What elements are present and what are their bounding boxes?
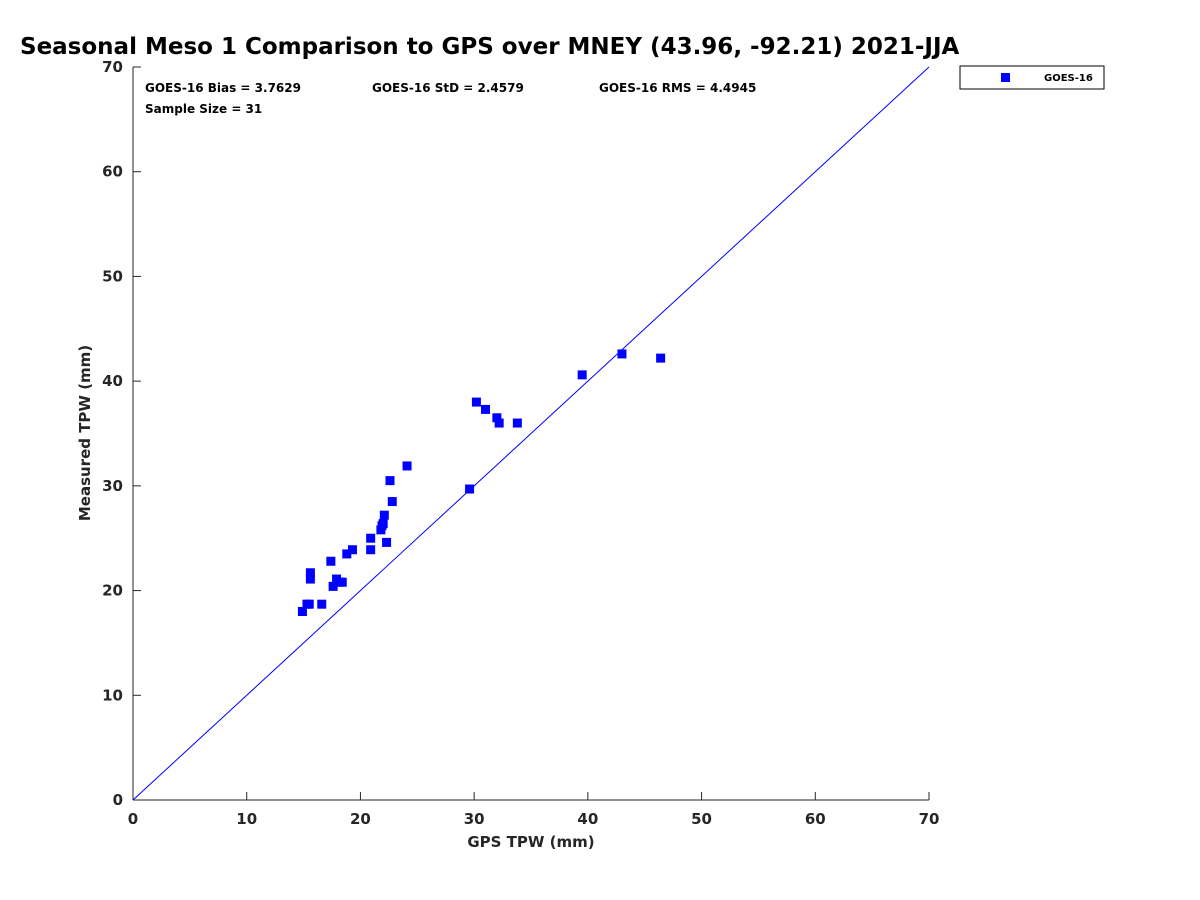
data-point [379,510,389,520]
data-points [297,349,666,617]
data-point [512,418,522,428]
legend-marker [1001,73,1010,82]
data-point [387,497,397,507]
one-to-one-line [132,66,930,801]
data-point [617,349,627,359]
data-point [328,581,338,591]
stat-rms: GOES-16 RMS = 4.4945 [599,81,756,95]
data-point [481,404,491,414]
legend-label: GOES-16 [1044,73,1093,84]
x-tick-label: 40 [577,810,598,828]
data-point [382,537,392,547]
data-point [366,533,376,543]
legend: GOES-16 [959,65,1105,90]
x-tick-label: 70 [919,810,940,828]
data-point [305,568,315,578]
data-point [347,545,357,555]
data-point [577,370,587,380]
data-point [378,519,388,529]
data-point [304,599,314,609]
y-tick-label: 60 [102,163,123,181]
y-tick-label: 10 [102,686,123,704]
data-point [494,418,504,428]
reference-line-group [132,66,930,801]
x-tick-label: 50 [691,810,712,828]
data-point [465,484,475,494]
x-tick-label: 0 [128,810,138,828]
x-axis-label: GPS TPW (mm) [467,833,594,851]
legend-box [959,65,1105,90]
data-point [326,556,336,566]
y-tick-label: 70 [102,58,123,76]
x-tick-label: 60 [805,810,826,828]
data-point [305,574,315,584]
data-point [471,397,481,407]
data-point [402,461,412,471]
y-tick-label: 40 [102,372,123,390]
y-axis-label: Measured TPW (mm) [76,345,94,521]
x-tick-label: 30 [464,810,485,828]
data-point [297,607,307,617]
stat-sample-size: Sample Size = 31 [145,102,262,116]
data-point [317,599,327,609]
x-tick-label: 20 [350,810,371,828]
axes: 0 10 20 30 40 50 60 70 0 10 20 30 40 50 60 70 [102,58,939,828]
y-tick-label: 50 [102,267,123,285]
x-tick-label: 10 [236,810,257,828]
stat-std: GOES-16 StD = 2.4579 [372,81,524,95]
y-tick-label: 20 [102,582,123,600]
data-point [366,545,376,555]
stat-bias: GOES-16 Bias = 3.7629 [145,81,301,95]
data-point [342,549,352,559]
data-point [492,413,502,423]
data-point [656,353,666,363]
data-point [337,577,347,587]
y-tick-label: 0 [113,791,123,809]
chart-title: Seasonal Meso 1 Comparison to GPS over M… [20,34,960,60]
y-tick-label: 30 [102,477,123,495]
data-point [385,476,395,486]
